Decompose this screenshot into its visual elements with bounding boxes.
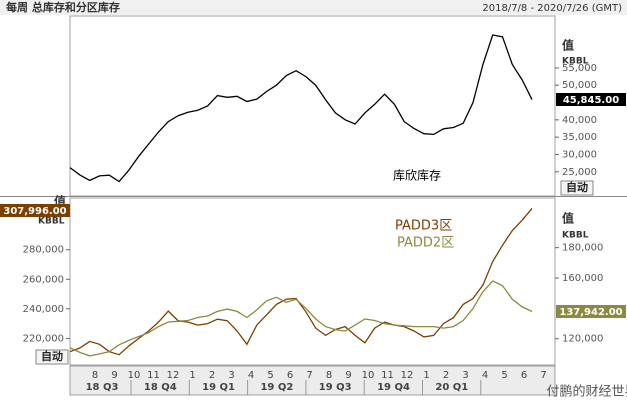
y-tick-label: 30,000 xyxy=(562,149,597,160)
y-tick-label: 280,000 xyxy=(23,245,64,256)
month-label: 7 xyxy=(306,370,312,381)
month-label: 5 xyxy=(267,370,273,381)
end-label: 307,996.00 xyxy=(3,206,66,217)
month-label: 10 xyxy=(128,370,141,381)
month-label: 9 xyxy=(111,370,117,381)
end-label-box xyxy=(556,93,626,106)
axis-unit: KBBL xyxy=(562,231,589,241)
quarter-label: 19 Q1 xyxy=(202,382,235,393)
month-label: 2 xyxy=(443,370,449,381)
title-bar xyxy=(0,0,627,15)
series-line xyxy=(69,207,533,356)
quarter-label: 18 Q3 xyxy=(86,382,119,393)
axis-unit: KBBL xyxy=(38,217,65,227)
month-label: 12 xyxy=(401,370,414,381)
y-tick-label: 35,000 xyxy=(562,132,597,143)
auto-button-label[interactable]: 自动 xyxy=(566,180,588,194)
quarter-label: 19 Q3 xyxy=(319,382,352,393)
y-tick-label: 120,000 xyxy=(562,334,603,345)
top-panel xyxy=(69,15,556,197)
end-label: 45,845.00 xyxy=(563,95,619,106)
series-line xyxy=(69,34,533,183)
quarter-label: 20 Q1 xyxy=(435,382,468,393)
month-label: 1 xyxy=(423,370,429,381)
watermark: 付鹏的财经世界 xyxy=(546,384,627,400)
y-tick-label: 55,000 xyxy=(562,63,597,74)
bottom-panel xyxy=(69,197,556,366)
chart-title: 每周 总库存和分区库存 xyxy=(6,0,120,14)
month-label: 4 xyxy=(482,370,488,381)
month-label: 11 xyxy=(147,370,160,381)
month-label: 5 xyxy=(501,370,507,381)
month-label: 9 xyxy=(345,370,351,381)
y-tick-label: 180,000 xyxy=(562,243,603,254)
auto-button[interactable] xyxy=(35,349,69,365)
quarter-label: 18 Q4 xyxy=(144,382,177,393)
auto-button[interactable] xyxy=(560,180,594,196)
month-label: 12 xyxy=(167,370,180,381)
month-label: 3 xyxy=(462,370,468,381)
y-tick-label: 240,000 xyxy=(23,304,64,315)
month-label: 10 xyxy=(362,370,375,381)
month-label: 2 xyxy=(209,370,215,381)
month-label: 3 xyxy=(228,370,234,381)
y-tick-label: 160,000 xyxy=(562,273,603,284)
quarter-label: 19 Q4 xyxy=(377,382,410,393)
month-label: 4 xyxy=(248,370,254,381)
axis-label: 值 xyxy=(562,38,574,53)
month-label: 11 xyxy=(381,370,394,381)
axis-label: 值 xyxy=(562,211,574,226)
end-label-box xyxy=(0,204,70,217)
auto-button-label[interactable]: 自动 xyxy=(41,349,63,363)
end-label: 137,942.00 xyxy=(559,307,622,318)
y-tick-label: 25,000 xyxy=(562,167,597,178)
legend-entry: 库欣库存 xyxy=(393,168,441,183)
y-tick-label: 260,000 xyxy=(23,274,64,285)
month-label: 1 xyxy=(189,370,195,381)
month-label: 6 xyxy=(287,370,293,381)
legend-entry: PADD2区 xyxy=(397,236,454,251)
month-label: 6 xyxy=(521,370,527,381)
y-tick-label: 220,000 xyxy=(23,333,64,344)
series-line xyxy=(69,280,533,357)
y-tick-label: 40,000 xyxy=(562,115,597,126)
month-label: 8 xyxy=(92,370,98,381)
date-range: 2018/7/8 - 2020/7/26 (GMT) xyxy=(482,3,622,14)
month-label: 8 xyxy=(326,370,332,381)
y-tick-label: 50,000 xyxy=(562,80,597,91)
month-label: 7 xyxy=(540,370,546,381)
end-label-box xyxy=(556,305,626,318)
legend-entry: PADD3区 xyxy=(395,219,452,234)
axis-unit: KBBL xyxy=(562,57,589,67)
x-axis-strip xyxy=(69,365,556,396)
quarter-label: 19 Q2 xyxy=(260,382,293,393)
